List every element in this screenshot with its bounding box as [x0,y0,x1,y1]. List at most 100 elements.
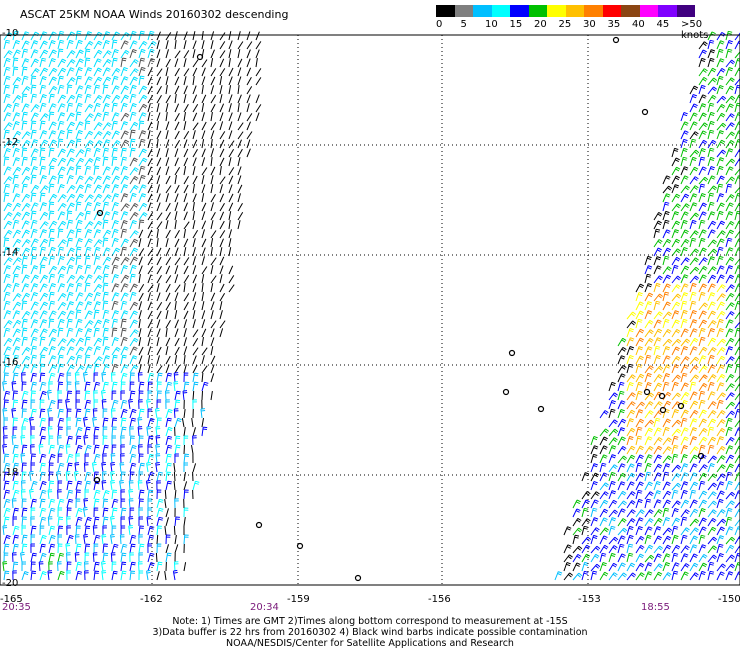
wind-barb [707,292,716,302]
wind-barb [156,534,159,545]
wind-barb [590,534,598,545]
wind-barb [84,157,94,167]
wind-barb [138,112,147,122]
wind-barb [102,130,112,140]
wind-barb [57,489,62,500]
wind-barb [48,364,57,374]
wind-barb [210,122,217,131]
wind-barb [707,500,718,509]
wind-barb [30,390,36,401]
wind-barb [174,139,181,149]
wind-barb [689,291,697,302]
wind-barb [147,112,151,122]
wind-barb [554,571,563,581]
island [677,402,685,410]
wind-barb [48,355,57,365]
wind-barb [57,453,63,464]
wind-barb [626,463,635,473]
wind-barb [707,239,718,248]
wind-barb [48,93,55,104]
wind-barb [57,426,63,437]
wind-barb [39,310,48,320]
wind-barb [165,328,168,338]
wind-barb [680,509,690,518]
wind-barb [698,544,707,554]
wind-barb [599,571,609,581]
wind-barb [21,300,28,311]
wind-barb [192,40,197,50]
wind-barb [138,561,143,572]
wind-barb [111,507,118,518]
wind-barb [84,229,93,239]
wind-barb [707,561,715,572]
wind-barb [219,301,223,311]
wind-barb [138,328,142,338]
wind-barb [716,112,726,122]
wind-barb [48,346,56,356]
wind-barb [689,374,699,383]
wind-barb [102,273,109,284]
wind-barb [3,543,10,554]
wind-barb [653,454,662,464]
wind-barb [644,571,653,581]
wind-barb [680,257,690,266]
wind-barb [734,202,740,212]
wind-barb [48,273,56,284]
wind-barb [725,59,736,68]
wind-barb [707,491,717,500]
wind-barb [671,193,681,203]
wind-barb [147,139,151,149]
wind-barb [219,131,226,140]
wind-barb [30,68,40,77]
wind-barb [111,426,117,437]
wind-barb [644,310,653,320]
wind-barb [680,238,690,248]
wind-barb [183,517,186,527]
wind-barb [689,346,698,356]
wind-barb [734,526,740,536]
wind-barb [653,311,663,320]
wind-barb [192,247,196,257]
wind-barb [734,472,740,482]
wind-barb [128,516,134,527]
wind-barb [21,229,30,239]
wind-barb [129,230,139,239]
wind-barb [120,444,125,455]
wind-barb [137,372,143,383]
wind-barb [93,346,101,356]
wind-barb [192,193,197,203]
wind-barb [725,526,734,536]
wind-barb [174,274,179,284]
wind-barb [3,435,8,446]
wind-barb [147,95,154,104]
wind-barb [680,346,689,356]
wind-barb [111,390,117,401]
wind-barb [84,336,91,347]
wind-barb [662,311,672,320]
wind-barb [617,346,627,356]
wind-barb [48,381,53,392]
wind-barb [671,175,680,185]
wind-barb [581,518,591,527]
wind-barb [75,328,83,338]
wind-barb [39,516,47,527]
wind-barb [101,480,107,491]
wind-barb [246,94,251,104]
wind-barb [3,176,13,185]
wind-barb [210,391,213,401]
wind-barb [201,328,207,338]
wind-barb [228,140,235,149]
wind-barb [201,121,207,131]
wind-barb [102,103,110,113]
wind-barb [75,121,84,131]
wind-barb [734,186,740,194]
wind-barb [102,364,110,374]
wind-barb [707,320,717,329]
wind-barb [21,40,30,50]
wind-barb [608,471,616,482]
wind-barb [662,391,672,401]
wind-barb [30,40,39,50]
wind-barb [92,525,98,536]
wind-barb [671,517,681,527]
wind-barb [156,292,161,302]
